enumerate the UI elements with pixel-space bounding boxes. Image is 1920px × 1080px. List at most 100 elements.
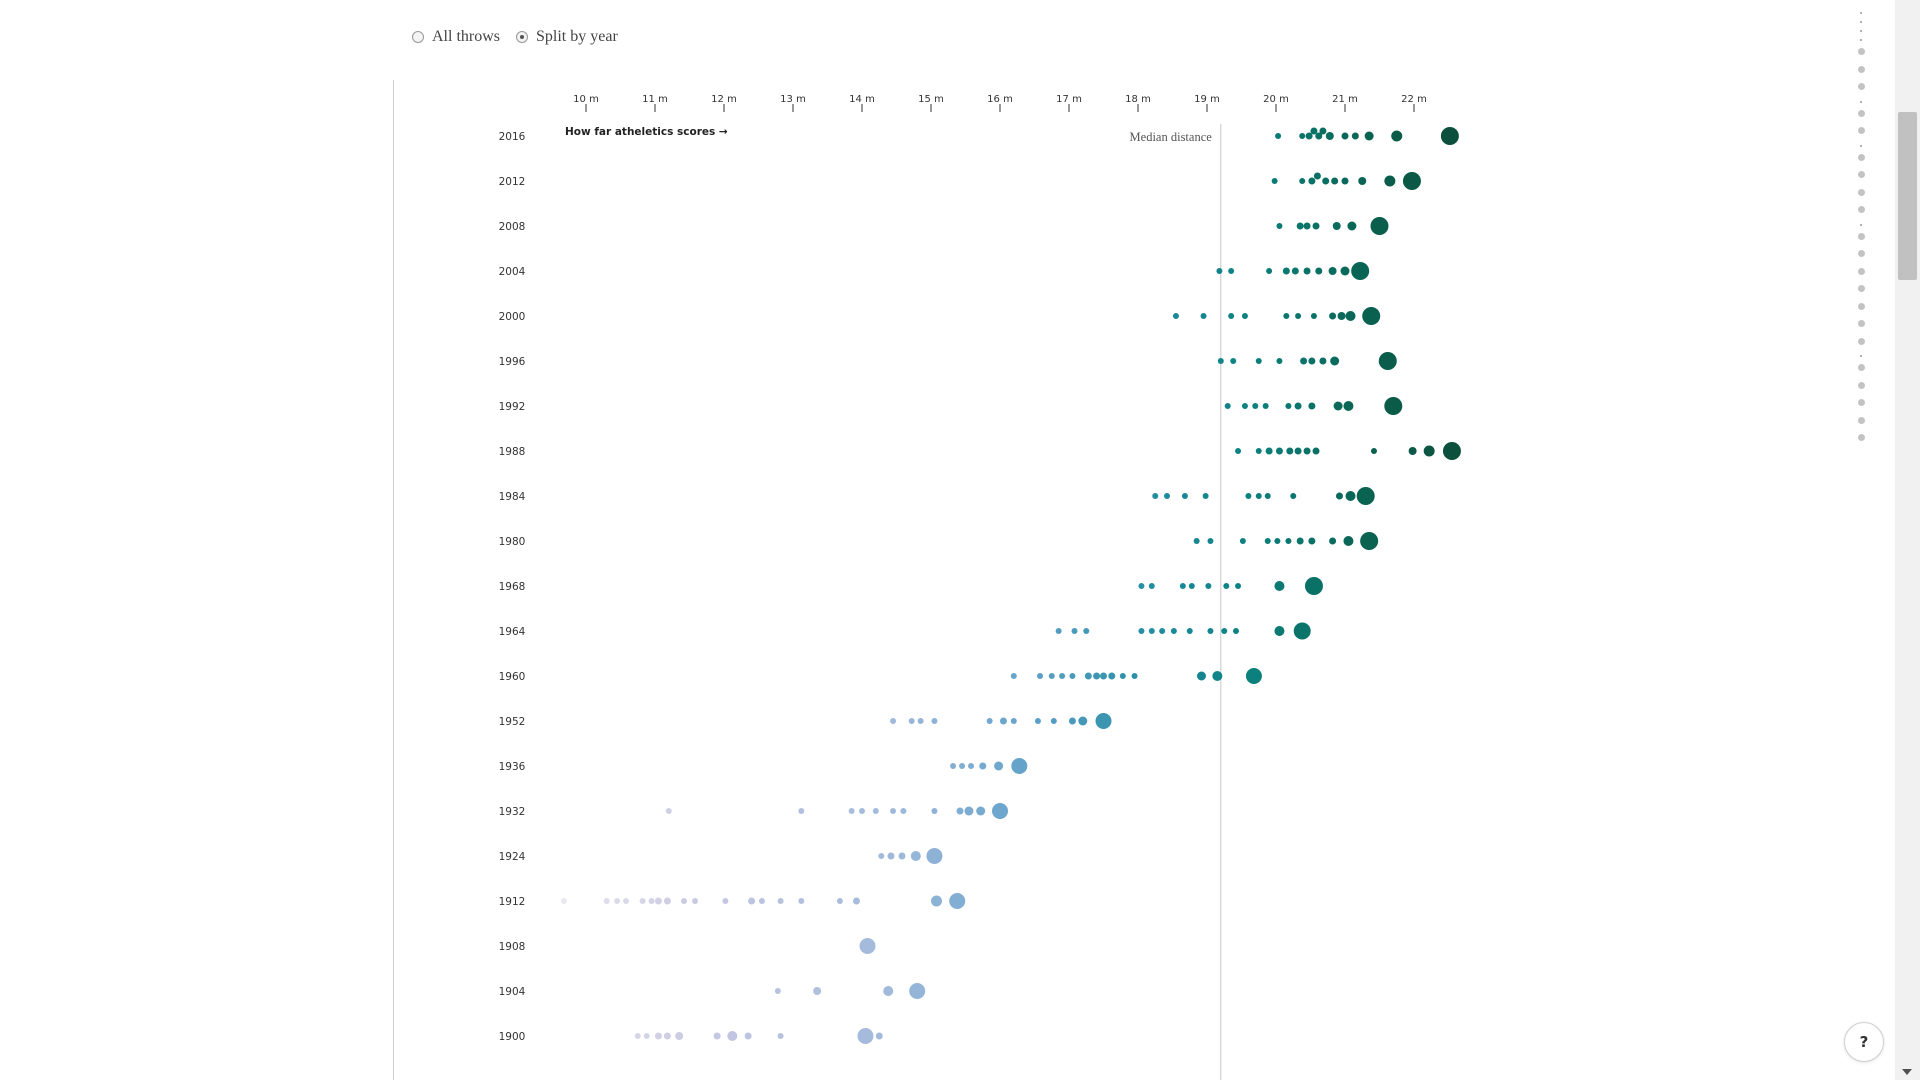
throw-dot[interactable]	[1329, 537, 1337, 545]
throw-dot[interactable]	[1296, 537, 1304, 545]
throw-dot[interactable]	[1100, 672, 1107, 680]
section-nav-dot[interactable]	[1858, 267, 1865, 275]
throw-dot[interactable]	[1347, 221, 1357, 231]
section-nav-dot[interactable]	[1858, 250, 1865, 257]
throw-dot[interactable]	[1335, 492, 1343, 500]
section-nav-dot[interactable]	[1860, 144, 1862, 147]
throw-dot[interactable]	[1299, 133, 1306, 139]
throw-dot[interactable]	[1181, 493, 1188, 499]
throw-dot[interactable]	[1285, 538, 1292, 544]
throw-dot[interactable]	[1228, 268, 1235, 274]
throw-dot[interactable]	[1235, 448, 1242, 454]
throw-dot[interactable]	[1364, 131, 1374, 141]
throw-dot[interactable]	[727, 1031, 738, 1041]
throw-dot[interactable]	[1310, 313, 1317, 319]
throw-dot[interactable]	[1212, 671, 1223, 681]
throw-dot[interactable]	[1286, 447, 1294, 455]
throw-dot[interactable]	[1360, 532, 1379, 550]
throw-dot[interactable]	[1291, 267, 1299, 275]
throw-dot[interactable]	[1345, 491, 1356, 501]
section-nav-dot[interactable]	[1858, 188, 1865, 196]
throw-dot[interactable]	[1084, 672, 1092, 680]
throw-dot[interactable]	[1384, 175, 1396, 187]
throw-dot[interactable]	[1308, 177, 1316, 185]
throw-dot[interactable]	[1276, 223, 1283, 229]
throw-dot[interactable]	[1341, 177, 1349, 185]
section-nav-dot[interactable]	[1858, 416, 1865, 424]
throw-dot[interactable]	[1255, 493, 1262, 499]
throw-dot[interactable]	[1294, 402, 1302, 410]
throw-dot[interactable]	[1351, 132, 1359, 140]
throw-dot[interactable]	[1230, 358, 1237, 364]
throw-dot[interactable]	[1223, 583, 1230, 589]
section-nav-dot[interactable]	[1858, 302, 1865, 310]
section-nav-dot[interactable]	[1858, 109, 1865, 117]
throw-dot[interactable]	[1202, 493, 1209, 499]
throw-dot[interactable]	[758, 898, 765, 904]
throw-dot[interactable]	[1071, 628, 1078, 634]
throw-dot[interactable]	[1315, 132, 1323, 140]
throw-dot[interactable]	[1343, 401, 1354, 411]
throw-dot[interactable]	[614, 898, 621, 904]
throw-dot[interactable]	[675, 1032, 684, 1040]
throw-dot[interactable]	[1011, 758, 1028, 774]
throw-dot[interactable]	[1370, 448, 1377, 454]
throw-dot[interactable]	[1188, 583, 1195, 589]
section-nav-dot[interactable]	[1858, 83, 1865, 90]
throw-dot[interactable]	[1152, 493, 1159, 499]
throw-dot[interactable]	[1370, 217, 1389, 235]
throw-dot[interactable]	[1325, 132, 1334, 140]
throw-dot[interactable]	[1333, 401, 1343, 411]
radio-all-throws[interactable]	[412, 31, 424, 43]
section-nav-dot[interactable]	[1858, 364, 1865, 371]
throw-dot[interactable]	[643, 1033, 650, 1039]
throw-dot[interactable]	[648, 898, 655, 904]
throw-dot[interactable]	[1010, 673, 1017, 679]
throw-dot[interactable]	[959, 763, 966, 769]
throw-dot[interactable]	[931, 895, 943, 907]
throw-dot[interactable]	[560, 898, 567, 904]
throw-dot[interactable]	[1059, 673, 1066, 679]
throw-dot[interactable]	[1384, 397, 1403, 415]
throw-dot[interactable]	[1303, 447, 1311, 455]
throw-dot[interactable]	[1131, 673, 1138, 679]
throw-dot[interactable]	[859, 808, 865, 814]
throw-dot[interactable]	[1095, 713, 1112, 729]
section-nav-dot[interactable]	[1860, 12, 1862, 14]
throw-dot[interactable]	[917, 718, 924, 724]
throw-dot[interactable]	[1228, 313, 1235, 319]
throw-dot[interactable]	[1310, 127, 1318, 135]
throw-dot[interactable]	[887, 852, 895, 860]
throw-dot[interactable]	[1300, 357, 1308, 365]
throw-dot[interactable]	[1138, 628, 1145, 634]
throw-dot[interactable]	[1241, 403, 1248, 409]
throw-dot[interactable]	[908, 718, 915, 724]
throw-dot[interactable]	[1337, 312, 1346, 320]
throw-dot[interactable]	[1093, 672, 1101, 680]
throw-dot[interactable]	[956, 807, 964, 815]
throw-dot[interactable]	[1362, 307, 1381, 325]
throw-dot[interactable]	[979, 762, 987, 770]
throw-dot[interactable]	[1304, 577, 1323, 595]
throw-dot[interactable]	[1330, 356, 1340, 366]
throw-dot[interactable]	[1275, 447, 1283, 455]
throw-dot[interactable]	[1050, 718, 1057, 724]
throw-dot[interactable]	[1186, 628, 1193, 634]
throw-dot[interactable]	[1308, 357, 1316, 365]
throw-dot[interactable]	[1221, 628, 1228, 634]
throw-dot[interactable]	[931, 718, 938, 724]
throw-dot[interactable]	[1078, 716, 1088, 726]
throw-dot[interactable]	[1408, 447, 1417, 455]
throw-dot[interactable]	[1179, 583, 1186, 589]
throw-dot[interactable]	[910, 851, 921, 861]
throw-dot[interactable]	[1055, 628, 1062, 634]
throw-dot[interactable]	[680, 898, 687, 904]
throw-dot[interactable]	[1200, 313, 1207, 319]
throw-dot[interactable]	[1193, 538, 1200, 544]
throw-dot[interactable]	[1205, 583, 1212, 589]
throw-dot[interactable]	[1207, 628, 1214, 634]
throw-dot[interactable]	[798, 898, 805, 904]
throw-dot[interactable]	[1378, 352, 1397, 370]
throw-dot[interactable]	[1274, 581, 1285, 591]
throw-dot[interactable]	[898, 852, 906, 860]
